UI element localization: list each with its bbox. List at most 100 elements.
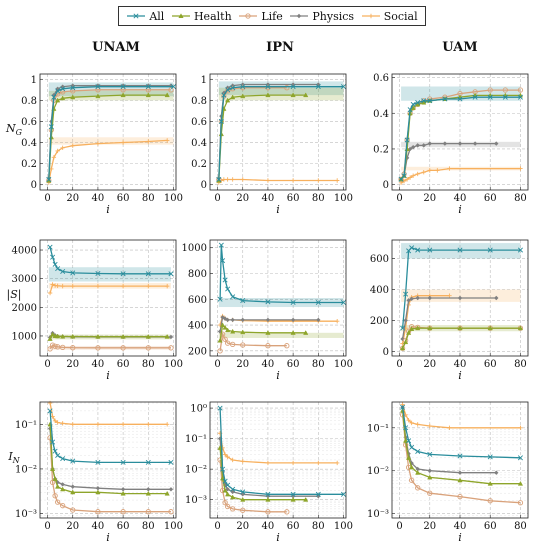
y-tick-label: 10⁻¹ [15,420,37,431]
data-point-life [95,509,101,515]
data-point-physics [240,492,245,497]
data-point-life [70,345,76,351]
x-tick-label: 80 [142,193,155,204]
series-line-social [49,283,168,294]
data-point-all [55,88,61,94]
y-tick-label: 1000 [12,331,37,342]
legend-marker-physics [297,13,302,19]
data-point-life [265,85,271,91]
y-tick-label: 4000 [12,246,37,257]
data-point-life [52,343,58,349]
series-line-life [401,414,521,504]
x-tick-label: 80 [514,359,527,370]
data-point-physics [120,487,126,492]
data-point-life [517,87,524,93]
column-title-unam: UNAM [92,40,140,55]
data-point-physics [240,317,245,323]
data-point-all [315,84,321,90]
data-point-life [168,345,174,351]
data-point-social [334,460,340,466]
data-point-all [120,84,126,90]
series-line-health [400,94,521,180]
x-tick-label: 80 [514,521,527,532]
band-all [48,267,171,282]
data-point-all [427,451,433,457]
series-line-health [49,424,168,495]
y-tick-label: 2000 [12,303,37,314]
data-point-all [265,299,271,305]
data-point-all [404,137,410,143]
data-point-health [517,480,524,486]
data-point-physics [70,484,75,489]
data-point-social [415,422,420,427]
data-point-social [435,168,440,173]
data-point-social [225,177,230,182]
x-tick-label: 40 [92,521,105,532]
data-point-life [54,344,61,350]
data-point-health [409,464,415,470]
x-tick-label: 40 [92,359,105,370]
x-tick-label: 40 [262,193,275,204]
series-line-life [219,459,287,513]
data-point-social [427,423,432,429]
data-point-social [60,283,65,289]
data-point-health [457,325,463,331]
data-point-social [95,283,101,289]
y-tick-label: 10⁻³ [367,509,389,520]
axes-frame [209,73,347,191]
y-tick-label: 1000 [182,243,207,254]
data-point-health [230,494,236,500]
data-point-health [405,330,412,335]
legend-swatch-social [361,13,380,19]
data-point-all [48,124,54,130]
legend-label-health: Health [193,9,232,23]
series-line-physics [401,407,497,474]
data-point-life [120,87,126,93]
x-tick-label: 20 [423,521,436,532]
data-point-all [230,294,236,300]
data-point-all [222,277,228,283]
series-line-all [49,410,171,464]
data-point-social [230,177,235,182]
data-point-physics [146,487,151,492]
data-point-health [240,496,246,502]
data-point-physics [60,482,65,487]
data-point-health [290,92,296,98]
y-tick-label: 0.8 [191,96,207,107]
panel-2: 0 20 40 60 80 0 0.2 0.4 0.6 i [373,73,529,216]
data-point-health [145,490,151,496]
data-point-life [217,348,223,354]
data-point-health [415,325,421,331]
data-point-health [230,328,236,334]
x-tick-label: 20 [236,521,249,532]
data-point-physics [60,84,65,89]
data-point-social [265,460,271,466]
x-tick-label: 40 [262,359,275,370]
series-line-all [49,247,171,275]
data-point-health [95,333,101,339]
data-point-physics [457,470,463,475]
data-point-all [222,478,228,484]
x-tick-label: 80 [312,193,325,204]
data-point-all [340,84,346,90]
data-point-all [46,176,52,182]
data-point-health [265,92,271,98]
data-point-physics [494,295,499,301]
data-point-health [290,496,296,502]
series-line-all [48,86,174,180]
panel-3: 0 20 40 60 80 100 1000 2000 3000 4000 i |S| [7,239,183,382]
data-point-social [240,459,245,464]
series-line-physics [400,142,497,180]
data-point-all [487,94,493,100]
data-point-health [120,490,126,496]
x-tick-label: 20 [236,359,249,370]
data-point-social [410,173,416,178]
data-point-all [51,94,57,100]
data-point-physics [415,466,420,472]
data-point-all [406,438,412,444]
series-line-life [49,437,171,513]
data-point-all [225,87,231,93]
data-point-all [415,100,421,106]
data-point-health [265,496,271,502]
